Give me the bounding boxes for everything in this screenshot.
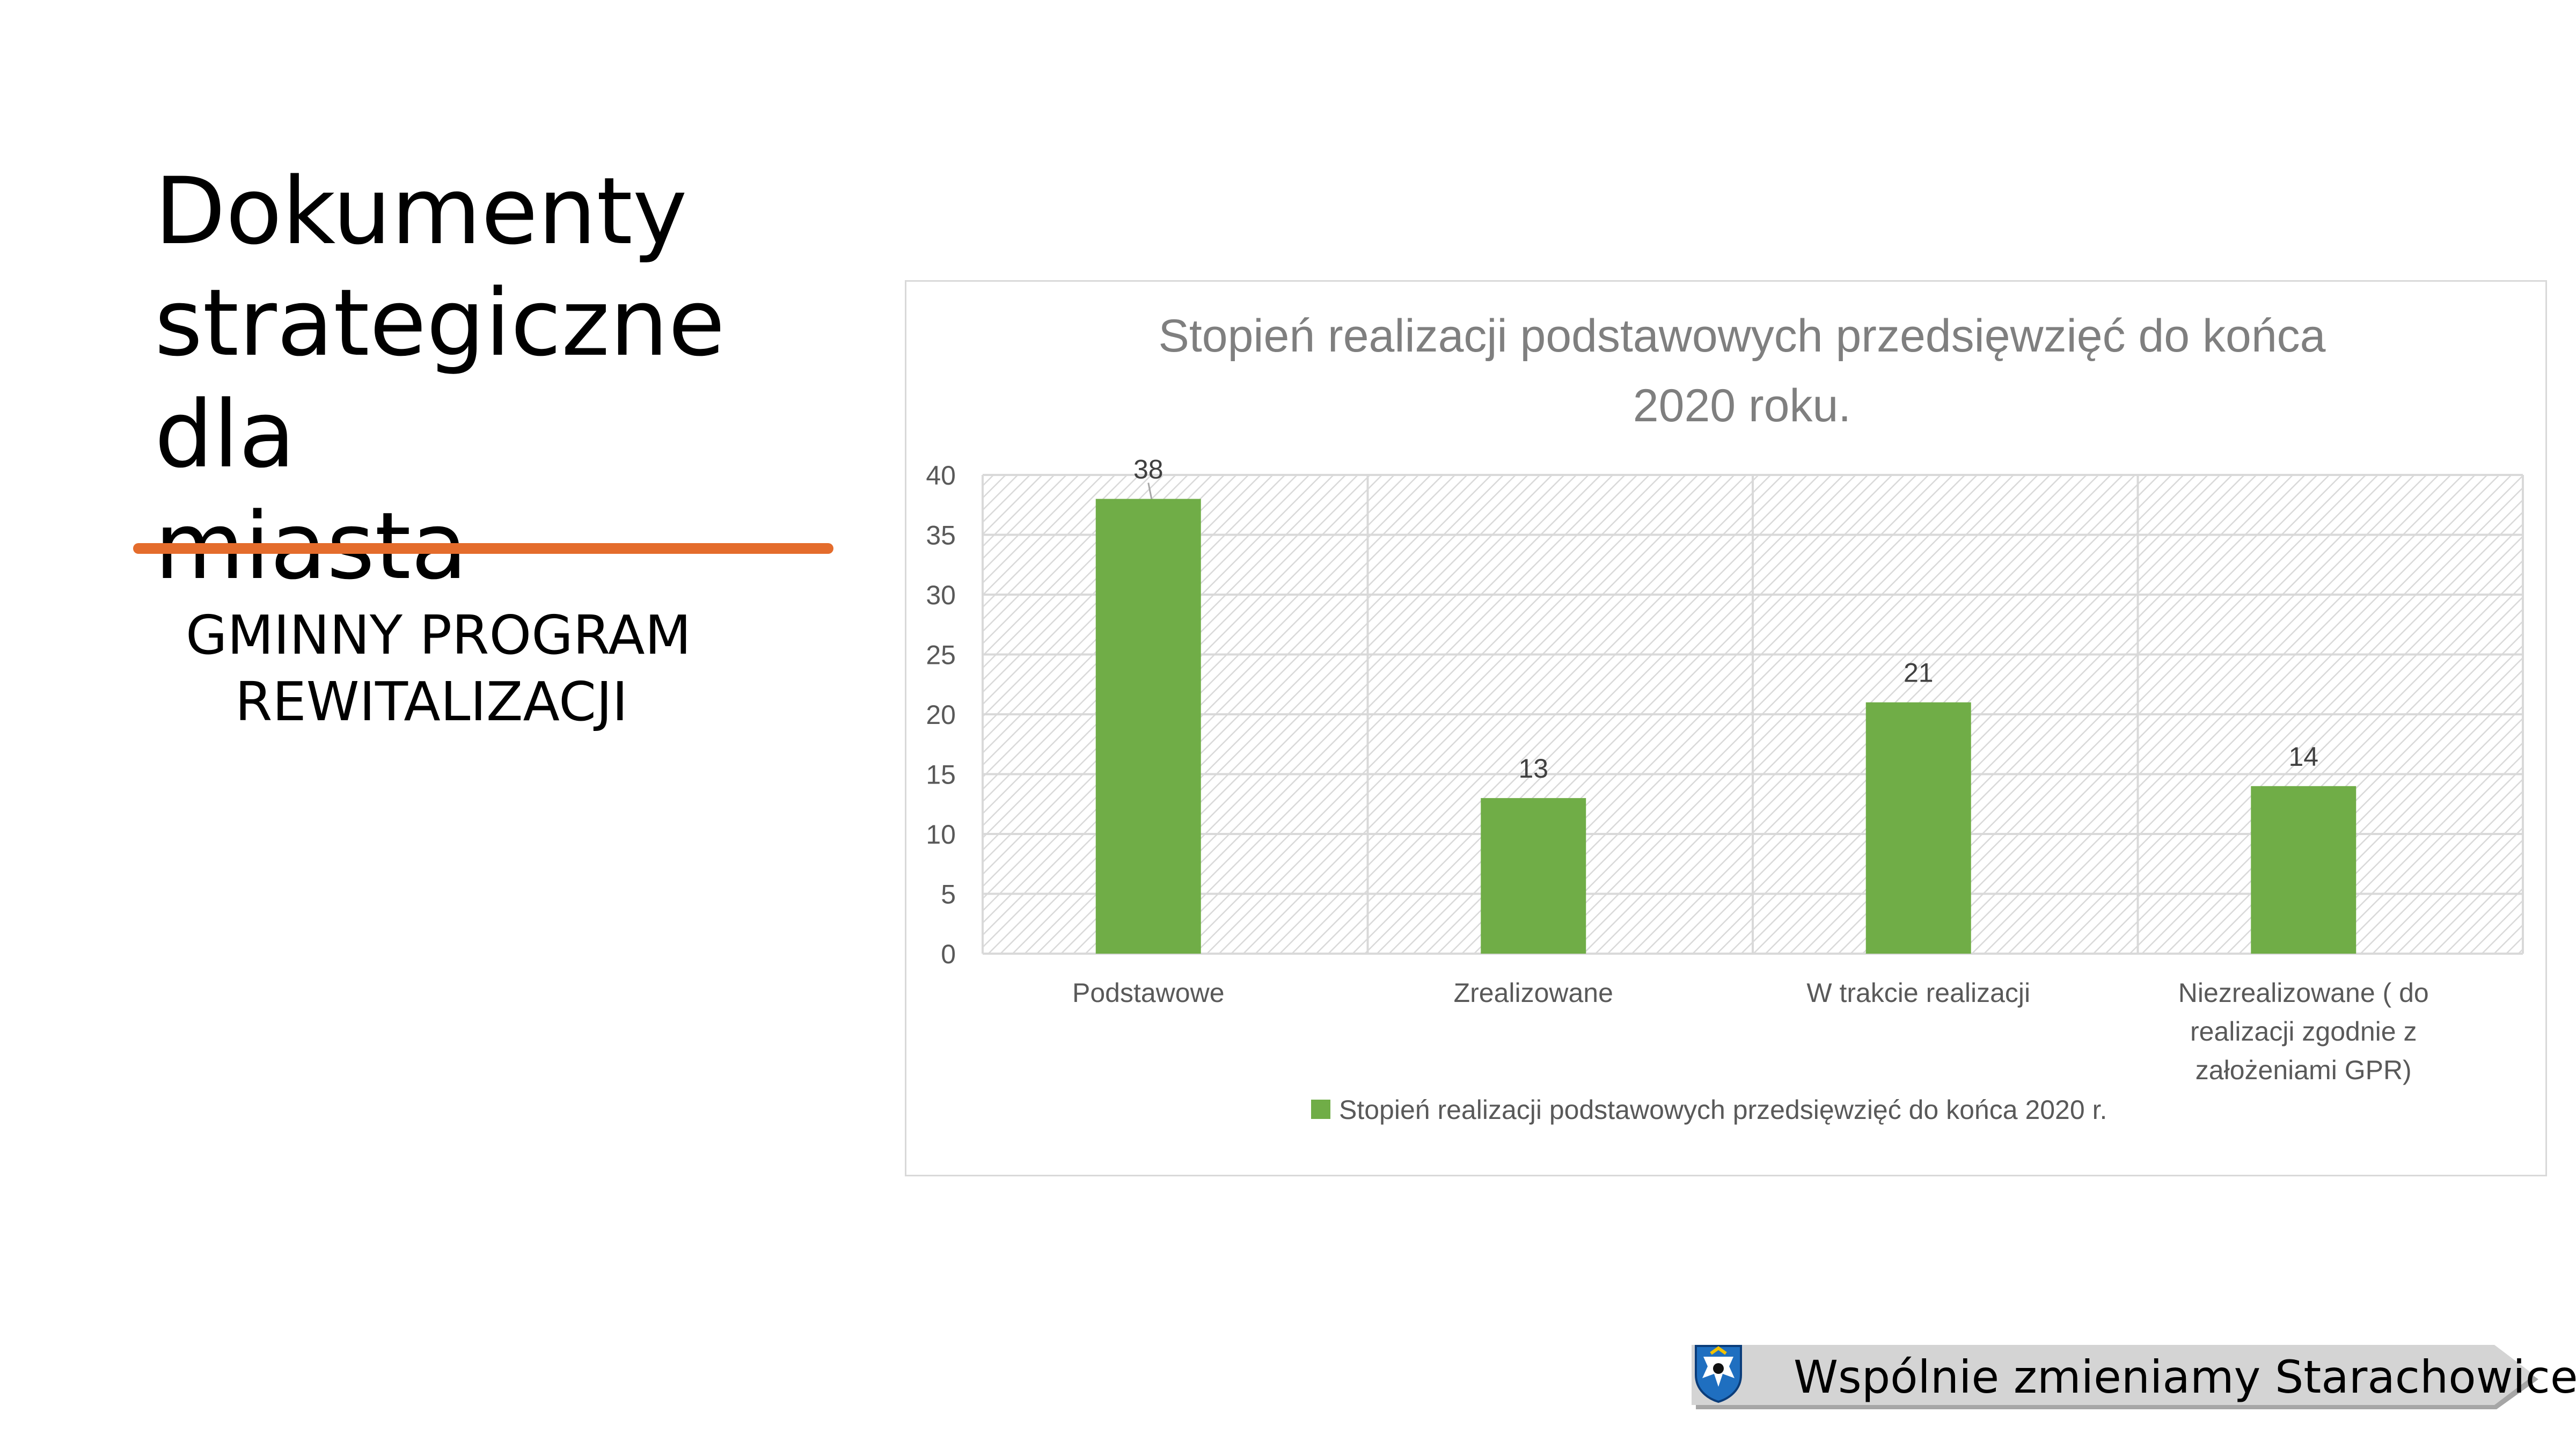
chart-legend[interactable]: Stopień realizacji podstawowych przedsię… <box>1311 1095 2107 1125</box>
title-accent-divider <box>133 543 833 554</box>
banner-shape <box>1692 1345 2538 1409</box>
starachowice-crest-icon <box>1695 1345 1742 1403</box>
bar-3 <box>1865 702 1971 954</box>
bar-chart: Stopień realizacji podstawowych przedsię… <box>905 280 2547 1176</box>
x-axis-category-labels: Podstawowe Zrealizowane W trakcie realizac… <box>1072 978 2429 1085</box>
y-tick-label: 0 <box>941 939 956 969</box>
slide-title-line-1: Dokumenty <box>155 157 687 265</box>
y-tick-label: 5 <box>941 880 956 910</box>
x-category-label: założeniami GPR) <box>2196 1055 2412 1085</box>
chart-title-line-1: Stopień realizacji podstawowych przedsię… <box>1158 310 2325 362</box>
y-tick-label: 15 <box>926 760 956 790</box>
chart-title: Stopień realizacji podstawowych przedsię… <box>1158 310 2325 431</box>
data-label-leader-line <box>1147 482 1153 499</box>
x-category-label: Zrealizowane <box>1454 978 1613 1008</box>
chart-title-line-2: 2020 roku. <box>1633 380 1851 431</box>
subtitle-line-2: REWITALIZACJI <box>235 670 628 733</box>
y-axis-tick-labels: 0 5 10 15 20 25 30 35 40 <box>926 460 956 969</box>
y-tick-label: 25 <box>926 640 956 670</box>
y-tick-label: 40 <box>926 460 956 491</box>
x-category-label: realizacji zgodnie z <box>2190 1016 2417 1046</box>
x-category-label: Niezrealizowane ( do <box>2178 978 2429 1008</box>
x-category-label: W trakcie realizacji <box>1806 978 2030 1008</box>
y-tick-label: 10 <box>926 819 956 850</box>
data-label-4: 14 <box>2288 742 2318 772</box>
data-label-2: 13 <box>1518 753 1548 784</box>
y-tick-label: 20 <box>926 700 956 730</box>
bar-1 <box>1095 499 1201 954</box>
legend-swatch <box>1311 1100 1330 1119</box>
data-label-1: 38 <box>1133 455 1163 485</box>
y-tick-label: 30 <box>926 580 956 610</box>
legend-label: Stopień realizacji podstawowych przedsię… <box>1339 1095 2107 1125</box>
data-label-3: 21 <box>1904 658 1934 688</box>
subtitle-line-1: GMINNY PROGRAM <box>186 604 691 667</box>
slide-title-line-2: strategiczne dla <box>155 269 726 488</box>
x-category-label: Podstawowe <box>1072 978 1225 1008</box>
slide-subtitle: GMINNY PROGRAM REWITALIZACJI <box>186 602 830 735</box>
bar-4 <box>2251 786 2357 954</box>
slide-title: Dokumenty strategiczne dla miasta <box>155 156 852 602</box>
y-tick-label: 35 <box>926 521 956 551</box>
bar-2 <box>1481 798 1586 954</box>
chart-gridlines <box>982 474 2524 955</box>
chart-bars <box>1095 499 2357 954</box>
banner-text: Wspólnie zmieniamy Starachowice <box>1794 1351 2576 1403</box>
chart-canvas: Stopień realizacji podstawowych przedsię… <box>926 310 2524 1125</box>
footer-banner: Wspólnie zmieniamy Starachowice <box>1692 1343 2576 1411</box>
chart-data-labels: 38 13 21 14 <box>1133 455 2318 784</box>
